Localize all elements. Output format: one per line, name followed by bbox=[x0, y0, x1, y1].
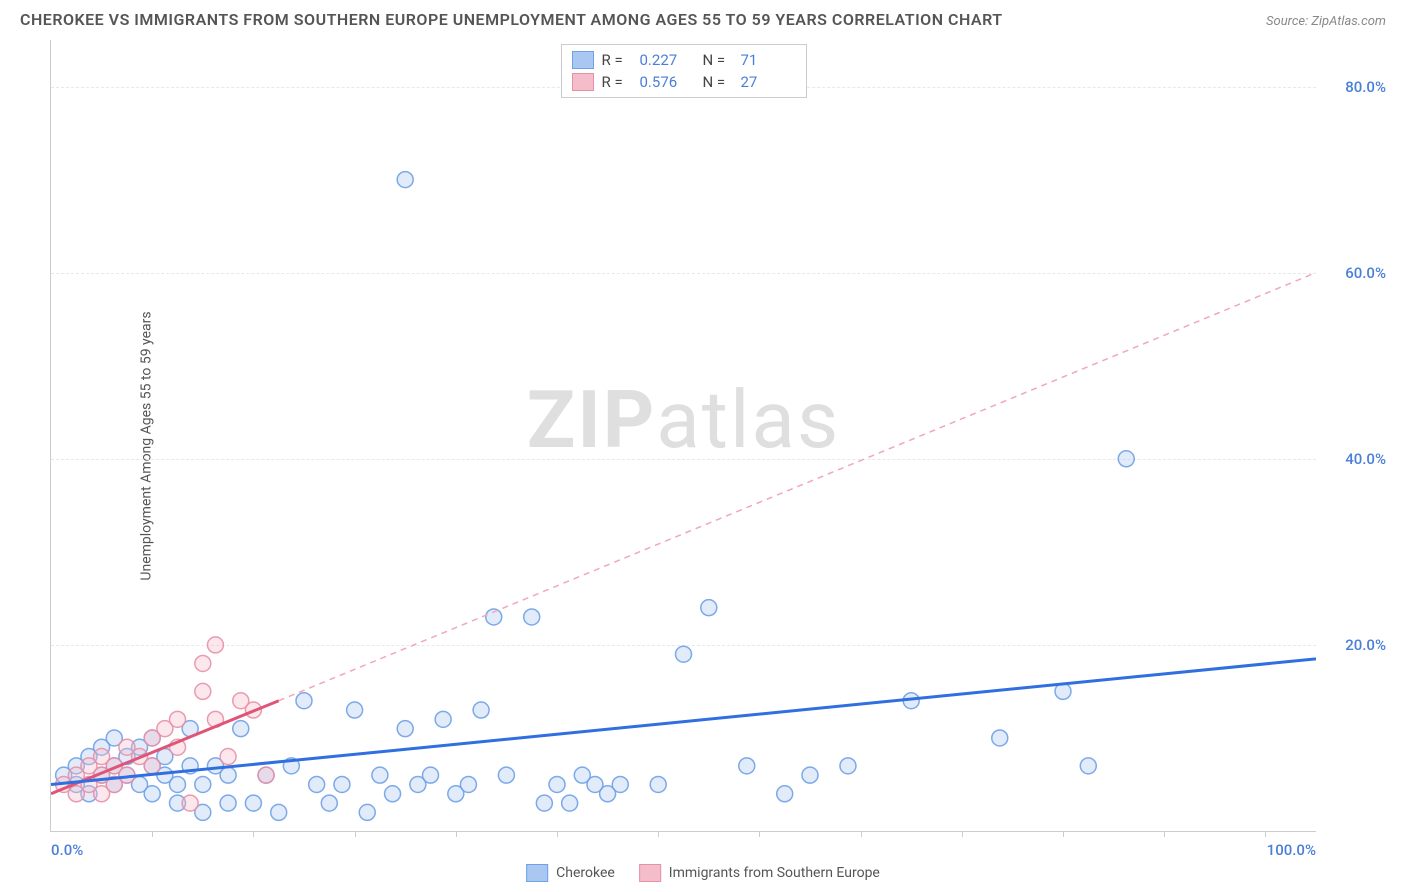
data-point bbox=[676, 646, 692, 662]
x-tick-mark bbox=[1164, 831, 1165, 837]
data-point bbox=[992, 730, 1008, 746]
x-tick-mark bbox=[861, 831, 862, 837]
chart-title: CHEROKEE VS IMMIGRANTS FROM SOUTHERN EUR… bbox=[20, 10, 1003, 29]
data-point bbox=[195, 776, 211, 792]
data-point bbox=[562, 795, 578, 811]
correlation-chart: CHEROKEE VS IMMIGRANTS FROM SOUTHERN EUR… bbox=[0, 0, 1406, 892]
y-tick-label: 60.0% bbox=[1345, 264, 1386, 282]
data-point bbox=[258, 767, 274, 783]
data-point bbox=[195, 683, 211, 699]
x-tick-mark bbox=[152, 831, 153, 837]
swatch-immigrants bbox=[572, 73, 594, 91]
data-point bbox=[498, 767, 514, 783]
data-point bbox=[536, 795, 552, 811]
data-point bbox=[233, 721, 249, 737]
x-tick-mark bbox=[759, 831, 760, 837]
data-point bbox=[612, 776, 628, 792]
series-legend: Cherokee Immigrants from Southern Europe bbox=[526, 864, 880, 882]
data-point bbox=[701, 600, 717, 616]
data-point bbox=[650, 776, 666, 792]
y-tick-label: 20.0% bbox=[1345, 636, 1386, 654]
x-tick-mark bbox=[1063, 831, 1064, 837]
data-point bbox=[220, 749, 236, 765]
data-point bbox=[170, 711, 186, 727]
stats-row-immigrants: R = 0.576 N = 27 bbox=[572, 71, 796, 93]
data-point bbox=[195, 655, 211, 671]
data-point bbox=[296, 693, 312, 709]
data-point bbox=[460, 776, 476, 792]
data-point bbox=[271, 804, 287, 820]
data-point bbox=[423, 767, 439, 783]
x-tick-mark bbox=[253, 831, 254, 837]
data-point bbox=[170, 776, 186, 792]
x-tick-mark bbox=[1265, 831, 1266, 837]
data-point bbox=[802, 767, 818, 783]
legend-item-immigrants: Immigrants from Southern Europe bbox=[639, 864, 880, 882]
data-point bbox=[347, 702, 363, 718]
stats-row-cherokee: R = 0.227 N = 71 bbox=[572, 49, 796, 71]
data-point bbox=[397, 721, 413, 737]
legend-swatch-immigrants bbox=[639, 864, 661, 882]
legend-item-cherokee: Cherokee bbox=[526, 864, 615, 882]
x-max-label: 100.0% bbox=[1267, 841, 1316, 859]
data-point bbox=[309, 776, 325, 792]
data-point bbox=[473, 702, 489, 718]
x-tick-mark bbox=[658, 831, 659, 837]
swatch-cherokee bbox=[572, 51, 594, 69]
y-tick-label: 40.0% bbox=[1345, 450, 1386, 468]
data-point bbox=[359, 804, 375, 820]
source-attribution: Source: ZipAtlas.com bbox=[1266, 14, 1386, 29]
data-point bbox=[840, 758, 856, 774]
data-point bbox=[1118, 451, 1134, 467]
r-value-cherokee: 0.227 bbox=[640, 51, 695, 69]
plot-area: ZIPatlas R = 0.227 N = 71 R = 0.576 N = … bbox=[50, 40, 1316, 832]
data-point bbox=[549, 776, 565, 792]
data-point bbox=[1080, 758, 1096, 774]
x-tick-mark bbox=[962, 831, 963, 837]
legend-swatch-cherokee bbox=[526, 864, 548, 882]
data-point bbox=[144, 758, 160, 774]
data-point bbox=[182, 795, 198, 811]
n-value-immigrants: 27 bbox=[741, 73, 796, 91]
trend-line bbox=[279, 273, 1316, 701]
plot-svg bbox=[51, 40, 1316, 831]
legend-label-cherokee: Cherokee bbox=[556, 865, 615, 881]
stats-legend: R = 0.227 N = 71 R = 0.576 N = 27 bbox=[561, 44, 807, 98]
r-value-immigrants: 0.576 bbox=[640, 73, 695, 91]
data-point bbox=[245, 795, 261, 811]
data-point bbox=[777, 786, 793, 802]
data-point bbox=[435, 711, 451, 727]
data-point bbox=[144, 786, 160, 802]
data-point bbox=[321, 795, 337, 811]
y-tick-label: 80.0% bbox=[1345, 78, 1386, 96]
data-point bbox=[739, 758, 755, 774]
n-value-cherokee: 71 bbox=[741, 51, 796, 69]
data-point bbox=[385, 786, 401, 802]
x-tick-mark bbox=[456, 831, 457, 837]
data-point bbox=[207, 637, 223, 653]
x-tick-mark bbox=[557, 831, 558, 837]
x-min-label: 0.0% bbox=[51, 841, 83, 859]
data-point bbox=[334, 776, 350, 792]
data-point bbox=[220, 795, 236, 811]
data-point bbox=[372, 767, 388, 783]
data-point bbox=[397, 172, 413, 188]
legend-label-immigrants: Immigrants from Southern Europe bbox=[669, 865, 880, 881]
data-point bbox=[220, 767, 236, 783]
data-point bbox=[524, 609, 540, 625]
x-tick-mark bbox=[355, 831, 356, 837]
